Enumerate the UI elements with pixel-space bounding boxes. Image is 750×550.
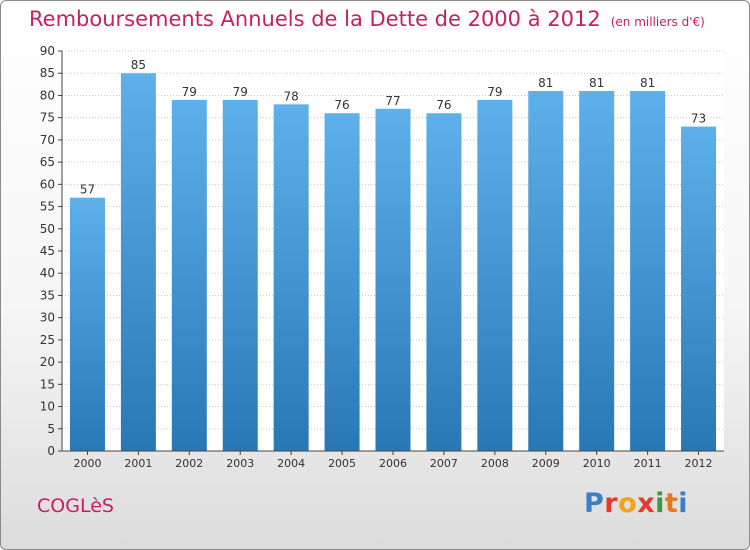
logo-letter: P	[584, 488, 605, 519]
y-tick-label: 50	[40, 222, 55, 236]
bar-value-label: 78	[284, 89, 299, 103]
x-tick-label: 2003	[226, 457, 254, 470]
x-tick-label: 2012	[685, 457, 713, 470]
bar	[630, 91, 666, 451]
bar	[69, 197, 105, 451]
bar-value-label: 85	[131, 58, 146, 72]
bar-value-label: 76	[436, 98, 451, 112]
y-tick-label: 25	[40, 333, 55, 347]
x-tick-label: 2001	[124, 457, 152, 470]
y-tick-label: 70	[40, 133, 55, 147]
bar	[120, 73, 156, 451]
bar	[171, 99, 207, 451]
y-tick-label: 80	[40, 88, 55, 102]
chart-title-text: Remboursements Annuels de la Dette de 20…	[29, 7, 601, 31]
bar	[426, 113, 462, 451]
x-tick-label: 2011	[634, 457, 662, 470]
x-tick-label: 2000	[73, 457, 101, 470]
x-tick-label: 2004	[277, 457, 305, 470]
bar-value-label: 77	[385, 94, 400, 108]
y-tick-label: 10	[40, 400, 55, 414]
logo-letter: x	[637, 488, 656, 519]
logo-letter: t	[664, 488, 679, 519]
bar-value-label: 73	[691, 112, 706, 126]
bar	[579, 91, 615, 451]
bar-value-label: 57	[80, 183, 95, 197]
x-tick-label: 2008	[481, 457, 509, 470]
bar-value-label: 76	[334, 98, 349, 112]
bars: 57 85 79 79 78 76 77 76 79 81 81 81 73	[69, 58, 717, 452]
x-tick-label: 2005	[328, 457, 356, 470]
y-tick-label: 0	[47, 444, 55, 458]
y-tick-label: 35	[40, 288, 55, 302]
bar-value-label: 81	[538, 76, 553, 90]
bar-value-label: 81	[640, 76, 655, 90]
y-tick-label: 75	[40, 111, 55, 125]
y-tick-label: 60	[40, 177, 55, 191]
bar	[528, 91, 564, 451]
x-tick-label: 2010	[583, 457, 611, 470]
logo-letter: r	[604, 488, 619, 519]
bar	[222, 99, 258, 451]
y-tick-label: 85	[40, 66, 55, 80]
bar	[477, 99, 513, 451]
bar	[375, 108, 411, 452]
chart-title: Remboursements Annuels de la Dette de 20…	[29, 7, 705, 31]
y-tick-label: 55	[40, 200, 55, 214]
bar	[273, 104, 309, 451]
x-tick-label: 2009	[532, 457, 560, 470]
bar	[681, 126, 717, 452]
bar-value-label: 79	[233, 85, 248, 99]
y-tick-label: 15	[40, 377, 55, 391]
axes: 0 5 10 15 20 25 30 35 40 45 50 55 60 65 70 75 80 85 90 2000…	[40, 44, 724, 470]
logo-letter: o	[618, 488, 638, 519]
bar-value-label: 79	[487, 85, 502, 99]
bar-value-label: 79	[182, 85, 197, 99]
proxiti-logo: Proxiti	[584, 488, 688, 519]
chart-unit: (en milliers d'€)	[610, 15, 705, 29]
y-tick-label: 65	[40, 155, 55, 169]
y-tick-label: 90	[40, 44, 55, 58]
y-tick-label: 5	[47, 422, 55, 436]
y-tick-label: 45	[40, 244, 55, 258]
y-tick-label: 40	[40, 266, 55, 280]
x-tick-label: 2002	[175, 457, 203, 470]
logo-letter: i	[655, 488, 665, 519]
logo-letter: i	[678, 488, 689, 519]
commune-name: COGLèS	[37, 495, 114, 517]
bar	[324, 113, 360, 451]
x-tick-label: 2007	[430, 457, 458, 470]
y-tick-label: 20	[40, 355, 55, 369]
bar-value-label: 81	[589, 76, 604, 90]
y-tick-label: 30	[40, 311, 55, 325]
x-tick-label: 2006	[379, 457, 407, 470]
